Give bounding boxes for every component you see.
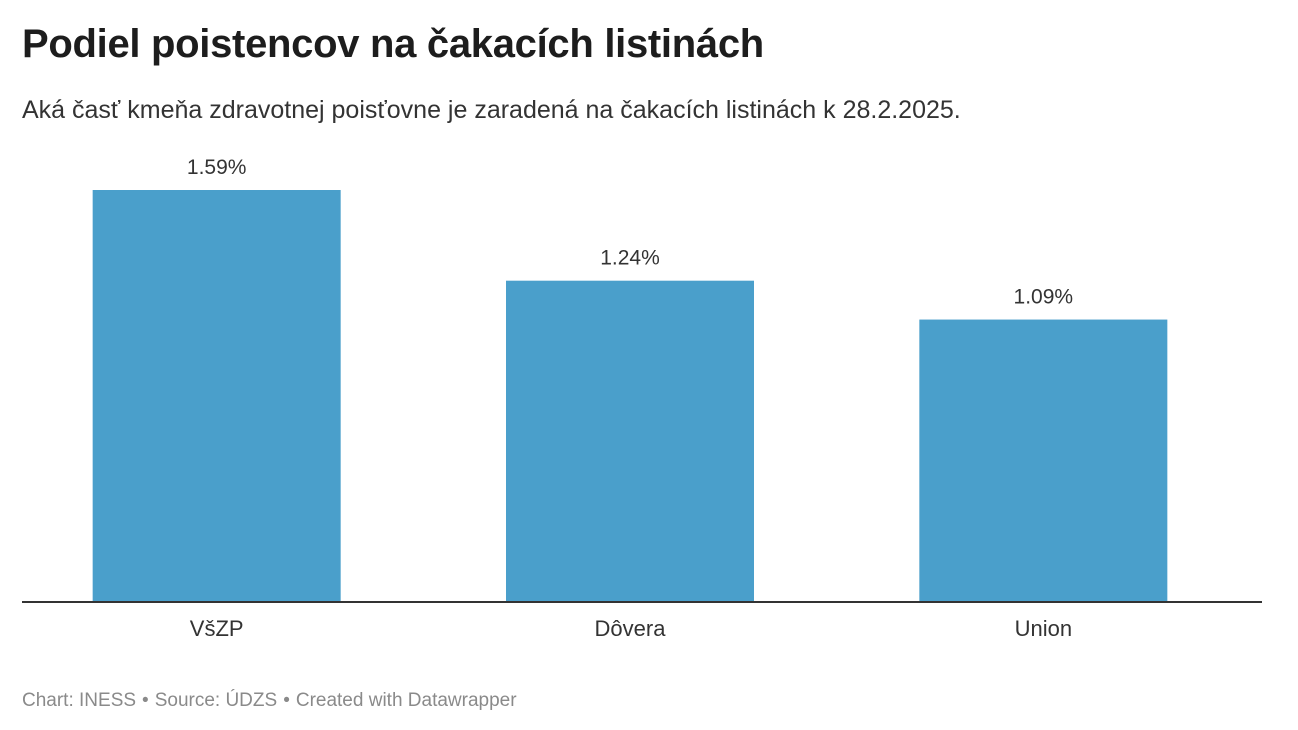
value-label-1: 1.24% [600,247,660,270]
bars-layer [92,190,1168,602]
footer-separator: • [142,690,149,711]
category-label-2: Union [1015,616,1072,641]
value-label-0: 1.59% [187,156,247,179]
value-label-2: 1.09% [1014,286,1074,309]
category-label-1: Dôvera [595,616,667,641]
footer-separator: • [283,690,290,711]
bar-1 [506,280,754,602]
footer-source: Source: ÚDZS [154,690,278,711]
category-label-0: VšZP [190,616,244,641]
chart-footer: Chart: INESS • Source: ÚDZS • Created with D… [22,690,517,712]
bar-2 [919,319,1168,602]
bar-0 [92,190,341,602]
footer-chart-credit: Chart: INESS [22,690,137,711]
value-labels-layer: 1.59% 1.24% 1.09% [187,156,1073,309]
chart-subtitle: Aká časť kmeňa zdravotnej poisťovne je z… [22,96,961,124]
category-labels-layer: VšZP Dôvera Union [190,616,1072,641]
chart-title: Podiel poistencov na čakacích listinách [22,22,764,66]
footer-created-with: Created with Datawrapper [295,690,517,711]
